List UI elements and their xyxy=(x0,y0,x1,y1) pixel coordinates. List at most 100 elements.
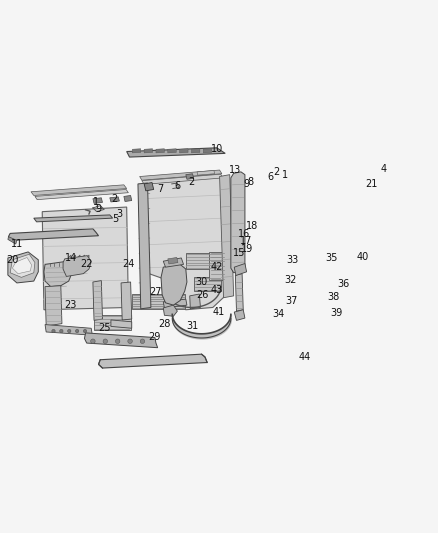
Text: 30: 30 xyxy=(195,277,208,287)
Polygon shape xyxy=(132,149,141,153)
Polygon shape xyxy=(31,185,127,196)
Polygon shape xyxy=(8,229,99,240)
Polygon shape xyxy=(124,196,132,201)
Circle shape xyxy=(128,339,132,343)
Polygon shape xyxy=(144,182,154,191)
Text: 27: 27 xyxy=(150,287,162,297)
Text: 43: 43 xyxy=(211,285,223,295)
Text: 23: 23 xyxy=(64,300,77,310)
Polygon shape xyxy=(186,253,223,269)
Polygon shape xyxy=(45,286,62,326)
Polygon shape xyxy=(63,256,91,277)
Text: 9: 9 xyxy=(95,204,102,214)
Text: 18: 18 xyxy=(246,221,258,231)
Circle shape xyxy=(75,329,79,333)
Text: 11: 11 xyxy=(11,239,23,249)
Polygon shape xyxy=(190,294,201,309)
Polygon shape xyxy=(42,207,128,310)
Polygon shape xyxy=(180,149,188,153)
Polygon shape xyxy=(235,273,243,311)
Text: 13: 13 xyxy=(229,165,241,175)
Polygon shape xyxy=(121,282,132,320)
Circle shape xyxy=(83,329,87,333)
Text: 2: 2 xyxy=(111,193,117,204)
Text: 37: 37 xyxy=(285,295,297,305)
Polygon shape xyxy=(161,263,187,305)
Text: 3: 3 xyxy=(117,208,123,219)
Polygon shape xyxy=(45,325,92,335)
Text: 22: 22 xyxy=(81,260,93,269)
Polygon shape xyxy=(144,149,152,153)
Polygon shape xyxy=(142,176,225,310)
Polygon shape xyxy=(197,171,215,175)
Text: 15: 15 xyxy=(233,248,245,259)
Text: 8: 8 xyxy=(247,176,254,187)
Polygon shape xyxy=(234,310,245,320)
Polygon shape xyxy=(93,198,102,204)
Circle shape xyxy=(60,329,63,333)
Polygon shape xyxy=(168,149,176,153)
Polygon shape xyxy=(142,174,223,184)
Text: 35: 35 xyxy=(325,253,337,263)
Text: 29: 29 xyxy=(148,332,160,342)
Text: 42: 42 xyxy=(211,262,223,272)
Text: 40: 40 xyxy=(357,252,369,262)
Polygon shape xyxy=(163,258,184,267)
Text: 41: 41 xyxy=(212,307,225,317)
Polygon shape xyxy=(127,148,225,157)
Text: 4: 4 xyxy=(380,164,386,174)
Text: 20: 20 xyxy=(6,255,18,265)
Text: 21: 21 xyxy=(365,179,378,189)
Text: 39: 39 xyxy=(331,309,343,318)
Polygon shape xyxy=(163,299,187,308)
Circle shape xyxy=(140,339,145,343)
Polygon shape xyxy=(140,170,222,180)
Text: 34: 34 xyxy=(272,309,285,319)
Text: 5: 5 xyxy=(112,214,119,224)
Text: 31: 31 xyxy=(186,321,198,331)
Text: 10: 10 xyxy=(211,144,223,154)
Text: 6: 6 xyxy=(267,173,273,182)
Polygon shape xyxy=(44,261,73,287)
Polygon shape xyxy=(194,277,221,291)
Polygon shape xyxy=(10,254,35,277)
Circle shape xyxy=(52,329,55,333)
Polygon shape xyxy=(186,174,194,179)
Text: 17: 17 xyxy=(240,236,253,246)
Circle shape xyxy=(103,339,108,343)
Text: 28: 28 xyxy=(158,319,170,329)
Text: 33: 33 xyxy=(286,255,299,265)
Polygon shape xyxy=(111,320,132,328)
Text: 32: 32 xyxy=(284,275,297,285)
Polygon shape xyxy=(8,252,38,283)
Polygon shape xyxy=(35,189,128,200)
Text: 25: 25 xyxy=(99,324,111,333)
Polygon shape xyxy=(110,197,120,202)
Polygon shape xyxy=(8,237,17,244)
Text: 38: 38 xyxy=(327,292,339,302)
Text: 19: 19 xyxy=(240,244,253,254)
Text: 14: 14 xyxy=(65,253,78,263)
Polygon shape xyxy=(163,305,177,316)
Text: 36: 36 xyxy=(337,279,350,289)
Polygon shape xyxy=(231,172,245,273)
Polygon shape xyxy=(34,215,113,222)
Circle shape xyxy=(116,339,120,343)
Text: 24: 24 xyxy=(122,260,134,269)
Text: 1: 1 xyxy=(282,169,288,180)
Polygon shape xyxy=(93,280,102,320)
Text: 7: 7 xyxy=(157,184,163,195)
Circle shape xyxy=(91,339,95,343)
Polygon shape xyxy=(156,149,164,153)
Polygon shape xyxy=(85,333,158,348)
Polygon shape xyxy=(138,183,151,309)
Polygon shape xyxy=(203,149,212,153)
Polygon shape xyxy=(191,149,200,153)
Text: 44: 44 xyxy=(299,352,311,362)
Text: 9: 9 xyxy=(244,179,250,189)
Text: 16: 16 xyxy=(238,229,251,239)
Polygon shape xyxy=(132,294,185,309)
Text: 6: 6 xyxy=(174,181,180,191)
Polygon shape xyxy=(94,316,131,329)
Polygon shape xyxy=(209,252,225,280)
